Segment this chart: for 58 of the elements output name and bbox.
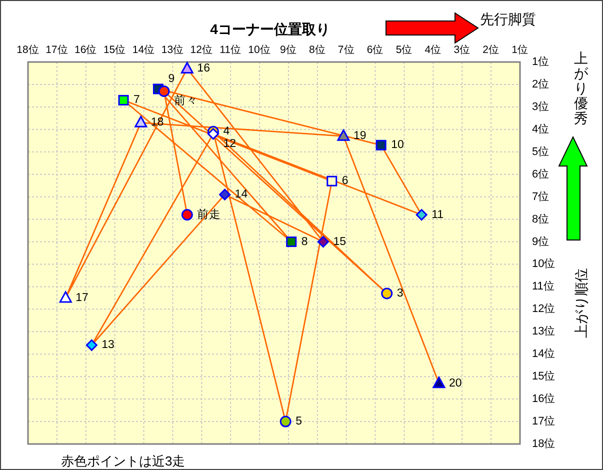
point-label: 19 [353,130,366,142]
y-tick-label: 18位 [532,438,556,450]
y-tick-label: 14位 [532,348,556,360]
x-tick-label: 12位 [190,44,213,56]
x-tick-label: 3位 [454,44,471,56]
x-tick-label: 5位 [396,44,413,56]
x-tick-label: 1位 [512,44,528,56]
y-tick-label: 12位 [532,303,556,316]
annotation: 赤色ポイントは近3走 [61,454,186,468]
point-label: 4 [223,126,230,138]
annotation: 先行脚質 [480,11,536,27]
point-label: 11 [432,208,444,221]
y-tick-label: 6位 [532,168,550,180]
point-label: 5 [296,416,302,428]
x-tick-label: 17位 [46,44,68,56]
y-tick-label: 7位 [532,190,550,203]
point-label: 7 [134,94,140,106]
y-tick-label: 3位 [532,100,550,113]
y-tick-label: 4位 [532,123,550,136]
x-tick-label: 11位 [220,44,242,56]
point-label: 16 [197,62,210,75]
x-tick-label: 8位 [309,44,326,56]
point-label: 6 [342,175,348,188]
y-tick-label: 10位 [532,258,556,270]
x-axis-title: 4コーナー位置取り [210,21,330,37]
y-tick-label: 1位 [532,56,550,68]
x-tick-label: 14位 [132,44,156,56]
y-axis-title: 上がり順位 [573,268,589,338]
y-tick-label: 11位 [532,280,554,293]
x-tick-label: 9位 [280,44,297,56]
x-tick-label: 10位 [248,44,271,56]
x-tick-label: 4位 [424,44,442,56]
point-label: 前々 [174,95,198,108]
point-label: 3 [396,287,404,300]
x-tick-label: 2位 [482,44,500,56]
annotation: 上がり優秀 [574,50,588,126]
y-tick-label: 16位 [532,393,556,406]
y-tick-label: 13位 [532,326,556,338]
x-tick-label: 15位 [103,44,126,56]
y-tick-label: 5位 [532,146,550,158]
y-tick-label: 9位 [532,236,550,248]
point-label: 17 [76,292,88,304]
y-tick-label: 8位 [532,213,550,226]
point-label: 20 [448,377,462,390]
x-tick-label: 13位 [161,44,184,56]
point-label: 8 [301,236,308,248]
y-tick-label: 15位 [532,370,556,383]
point-label: 15 [333,236,346,248]
x-tick-label: 18位 [16,44,40,56]
y-tick-label: 2位 [532,78,550,90]
point-label: 9 [168,72,175,85]
y-tick-label: 17位 [532,416,556,428]
point-label: 14 [234,188,248,201]
point-label: 13 [102,339,114,352]
x-tick-label: 16位 [74,44,98,56]
x-tick-label: 6位 [366,44,384,56]
point-label: 10 [391,139,404,152]
x-tick-label: 7位 [338,44,355,56]
